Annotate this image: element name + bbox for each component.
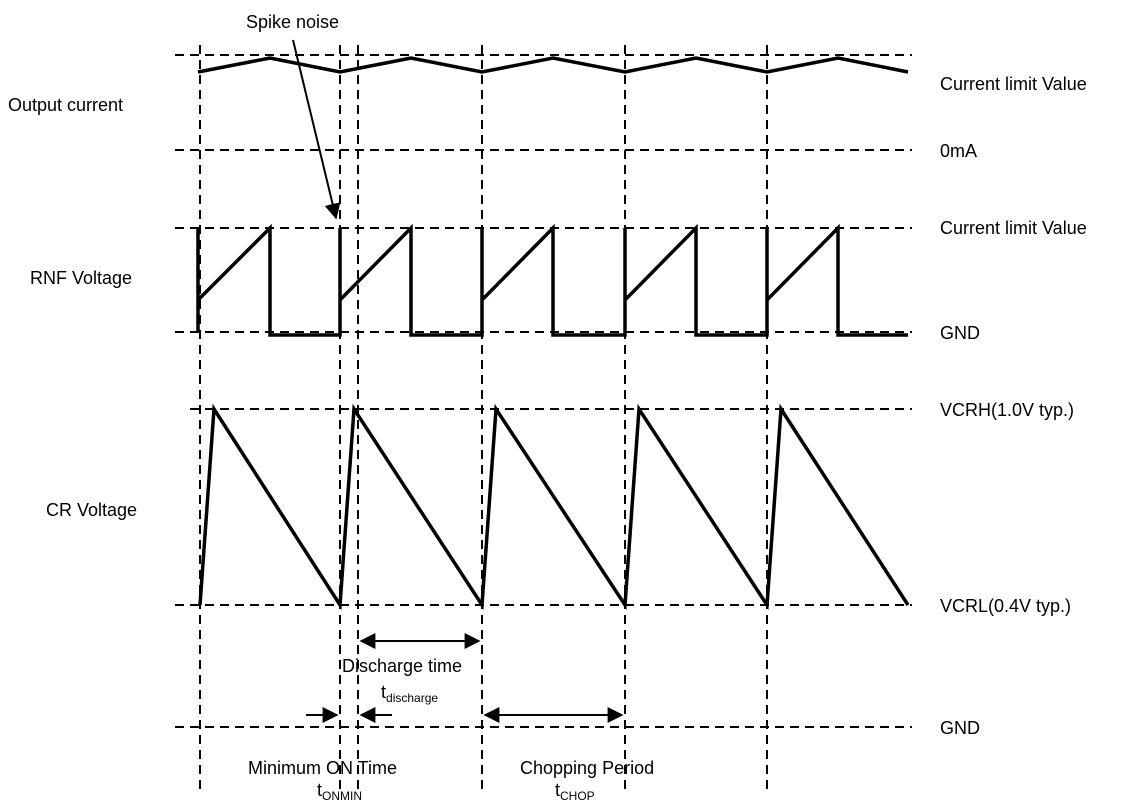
discharge-time-symbol: tdischarge [381,682,438,705]
chopping-period-symbol: tCHOP [555,780,595,801]
current-limit-label-top: Current limit Value [940,74,1087,94]
output-current-label: Output current [8,95,123,115]
vcrh-label: VCRH(1.0V typ.) [940,400,1074,420]
output-current-waveform [197,56,909,74]
current-limit-label-rnf: Current limit Value [940,218,1087,238]
min-on-t: t [317,780,322,800]
min-on-time-symbol: tONMIN [317,780,362,801]
spike-noise-label: Spike noise [246,12,339,32]
horizontal-guides [175,54,912,728]
vcrl-label: VCRL(0.4V typ.) [940,596,1071,616]
spike-noise-arrow [292,39,341,220]
vertical-guides [199,45,768,790]
min-on-time-label: Minimum ON Time [248,758,397,778]
rnf-voltage-waveform [196,223,908,337]
chopping-period-label: Chopping Period [520,758,654,778]
zero-ma-label: 0mA [940,141,977,161]
chop-t: t [555,780,560,800]
min-on-subscript: ONMIN [322,789,362,801]
discharge-time-label: Discharge time [342,656,462,676]
discharge-t: t [381,682,386,702]
cr-voltage-label: CR Voltage [46,500,137,520]
gnd-bottom-label: GND [940,718,980,738]
discharge-subscript: discharge [386,691,438,705]
gnd-rnf-label: GND [940,323,980,343]
chop-subscript: CHOP [560,789,595,801]
rnf-voltage-label: RNF Voltage [30,268,132,288]
cr-voltage-waveform [198,403,910,611]
